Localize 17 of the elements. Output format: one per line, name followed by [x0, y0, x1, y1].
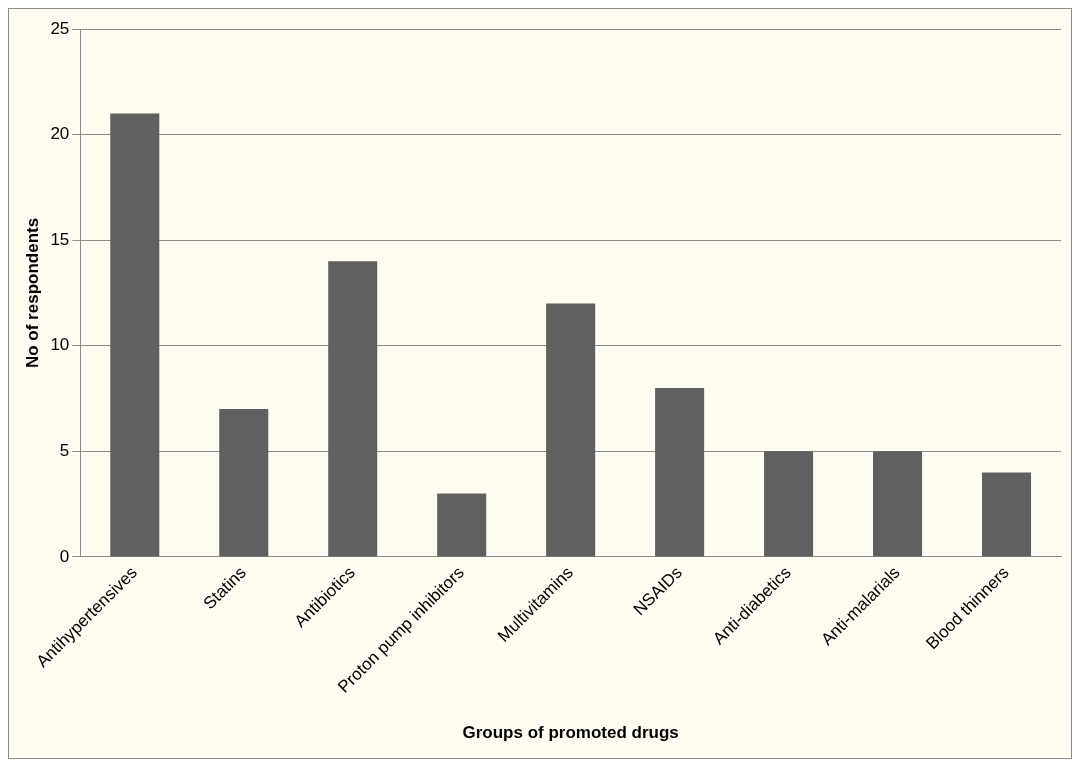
- bar: [982, 472, 1032, 557]
- bar: [764, 451, 814, 557]
- bar: [328, 261, 378, 557]
- bar: [655, 387, 705, 557]
- bar: [110, 113, 160, 557]
- x-axis-title: Groups of promoted drugs: [462, 723, 679, 743]
- bar: [219, 409, 269, 557]
- y-tick-label: 0: [59, 546, 70, 566]
- bar: [546, 303, 596, 557]
- y-tick-label: 15: [50, 229, 70, 249]
- y-tick-label: 5: [59, 441, 70, 461]
- y-tick-label: 25: [50, 18, 70, 38]
- y-axis-title: No of respondents: [22, 217, 42, 369]
- bar: [437, 493, 487, 557]
- y-tick-label: 10: [50, 335, 70, 355]
- bar: [873, 451, 923, 557]
- y-tick-label: 20: [50, 124, 70, 144]
